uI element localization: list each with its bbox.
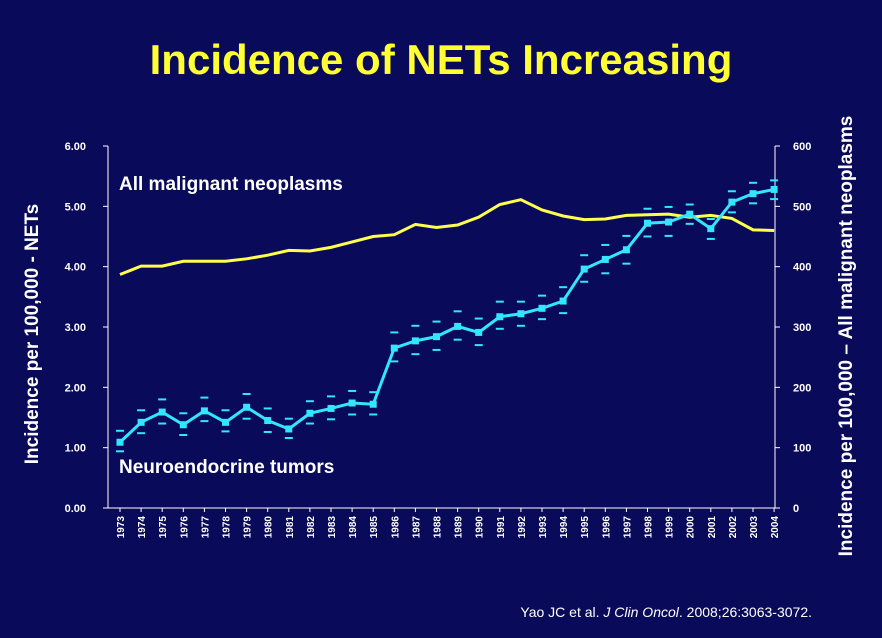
x-tick-label: 1997 — [622, 516, 633, 539]
net-data-point — [243, 403, 251, 411]
x-tick-label: 1994 — [559, 516, 570, 539]
net-data-point — [749, 190, 757, 198]
right-tick-label: 500 — [793, 201, 811, 213]
left-tick-label: 6.00 — [65, 141, 86, 153]
x-tick-label: 1986 — [390, 516, 401, 539]
left-tick-label: 3.00 — [65, 322, 86, 334]
net-data-point — [285, 425, 293, 433]
net-data-point — [369, 400, 377, 408]
net-data-point — [538, 304, 546, 312]
x-tick-label: 1990 — [475, 516, 486, 539]
net-data-point — [264, 417, 272, 425]
x-tick-label: 1988 — [433, 516, 444, 539]
net-data-point — [327, 404, 335, 412]
right-axis-label: Incidence per 100,000 – All malignant ne… — [836, 115, 857, 557]
left-tick-label: 5.00 — [65, 201, 86, 213]
x-tick-label: 2004 — [770, 516, 781, 539]
series-label-net: Neuroendocrine tumors — [119, 457, 335, 478]
series-line-neuroendocrine-tumors — [118, 187, 775, 444]
net-data-point — [601, 255, 609, 263]
net-data-point — [580, 265, 588, 273]
net-data-point — [454, 322, 462, 330]
net-data-point — [475, 328, 483, 336]
net-data-point — [644, 219, 651, 227]
x-tick-label: 1991 — [496, 516, 507, 539]
net-data-point — [116, 438, 124, 446]
citation-journal: J Clin Oncol — [603, 604, 679, 620]
x-tick-label: 1987 — [411, 516, 422, 539]
net-data-point — [433, 333, 440, 341]
x-tick-label: 1978 — [222, 516, 233, 539]
net-data-point — [200, 407, 208, 415]
right-tick-label: 600 — [793, 141, 811, 153]
net-data-point — [158, 408, 166, 416]
x-tick-label: 1974 — [137, 516, 148, 539]
net-data-point — [728, 198, 736, 206]
series-line-all-malignant-neoplasms — [119, 198, 775, 276]
left-tick-label: 1.00 — [65, 443, 86, 455]
x-tick-label: 1993 — [538, 516, 549, 539]
x-tick-label: 1992 — [517, 516, 528, 539]
net-data-point — [348, 399, 356, 407]
x-tick-label: 1975 — [158, 516, 169, 539]
x-tick-label: 2000 — [686, 516, 697, 539]
x-tick-label: 1996 — [601, 516, 612, 539]
net-data-point — [665, 218, 673, 226]
x-tick-label: 1995 — [580, 516, 591, 539]
x-tick-label: 1981 — [285, 516, 296, 539]
x-tick-label: 1979 — [243, 516, 254, 539]
net-data-point — [770, 185, 778, 193]
left-tick-label: 2.00 — [65, 382, 86, 394]
right-tick-label: 0 — [793, 503, 799, 515]
right-tick-label: 100 — [793, 443, 811, 455]
net-data-point — [559, 297, 567, 305]
x-tick-label: 1982 — [306, 516, 317, 539]
x-tick-label: 1989 — [454, 516, 465, 539]
x-tick-label: 2002 — [728, 516, 739, 539]
left-axis-label: Incidence per 100,000 - NETs — [22, 203, 43, 465]
chart-title: Incidence of NETs Increasing — [149, 36, 733, 83]
net-data-point — [686, 210, 694, 218]
net-data-point — [390, 344, 398, 352]
x-tick-label: 1983 — [327, 516, 338, 539]
x-tick-label: 1976 — [179, 516, 190, 539]
x-tick-label: 1998 — [644, 516, 655, 539]
net-data-point — [222, 418, 229, 426]
x-tick-label: 1977 — [200, 516, 211, 539]
net-data-point — [137, 418, 145, 426]
right-tick-label: 400 — [793, 262, 811, 274]
left-tick-label: 0.00 — [65, 503, 86, 515]
series-label-malignant: All malignant neoplasms — [119, 174, 343, 195]
net-data-point — [496, 313, 504, 321]
net-data-point — [622, 246, 630, 254]
x-tick-label: 1985 — [369, 516, 380, 539]
citation: Yao JC et al. J Clin Oncol. 2008;26:3063… — [520, 604, 812, 620]
left-tick-label: 4.00 — [65, 262, 86, 274]
x-tick-label: 2003 — [749, 516, 760, 539]
x-tick-label: 1980 — [264, 516, 275, 539]
net-data-point — [179, 421, 187, 429]
x-tick-label: 1999 — [665, 516, 676, 539]
net-data-point — [707, 225, 715, 233]
right-tick-label: 300 — [793, 322, 811, 334]
citation-authors: Yao JC et al. — [520, 604, 604, 620]
net-data-point — [411, 337, 419, 345]
x-tick-label: 2001 — [707, 516, 718, 539]
x-tick-label: 1973 — [116, 516, 127, 539]
net-data-point — [306, 409, 314, 417]
right-tick-label: 200 — [793, 382, 811, 394]
citation-rest: . 2008;26:3063-3072. — [678, 604, 812, 620]
x-tick-label: 1984 — [348, 516, 359, 539]
net-data-point — [517, 310, 525, 318]
